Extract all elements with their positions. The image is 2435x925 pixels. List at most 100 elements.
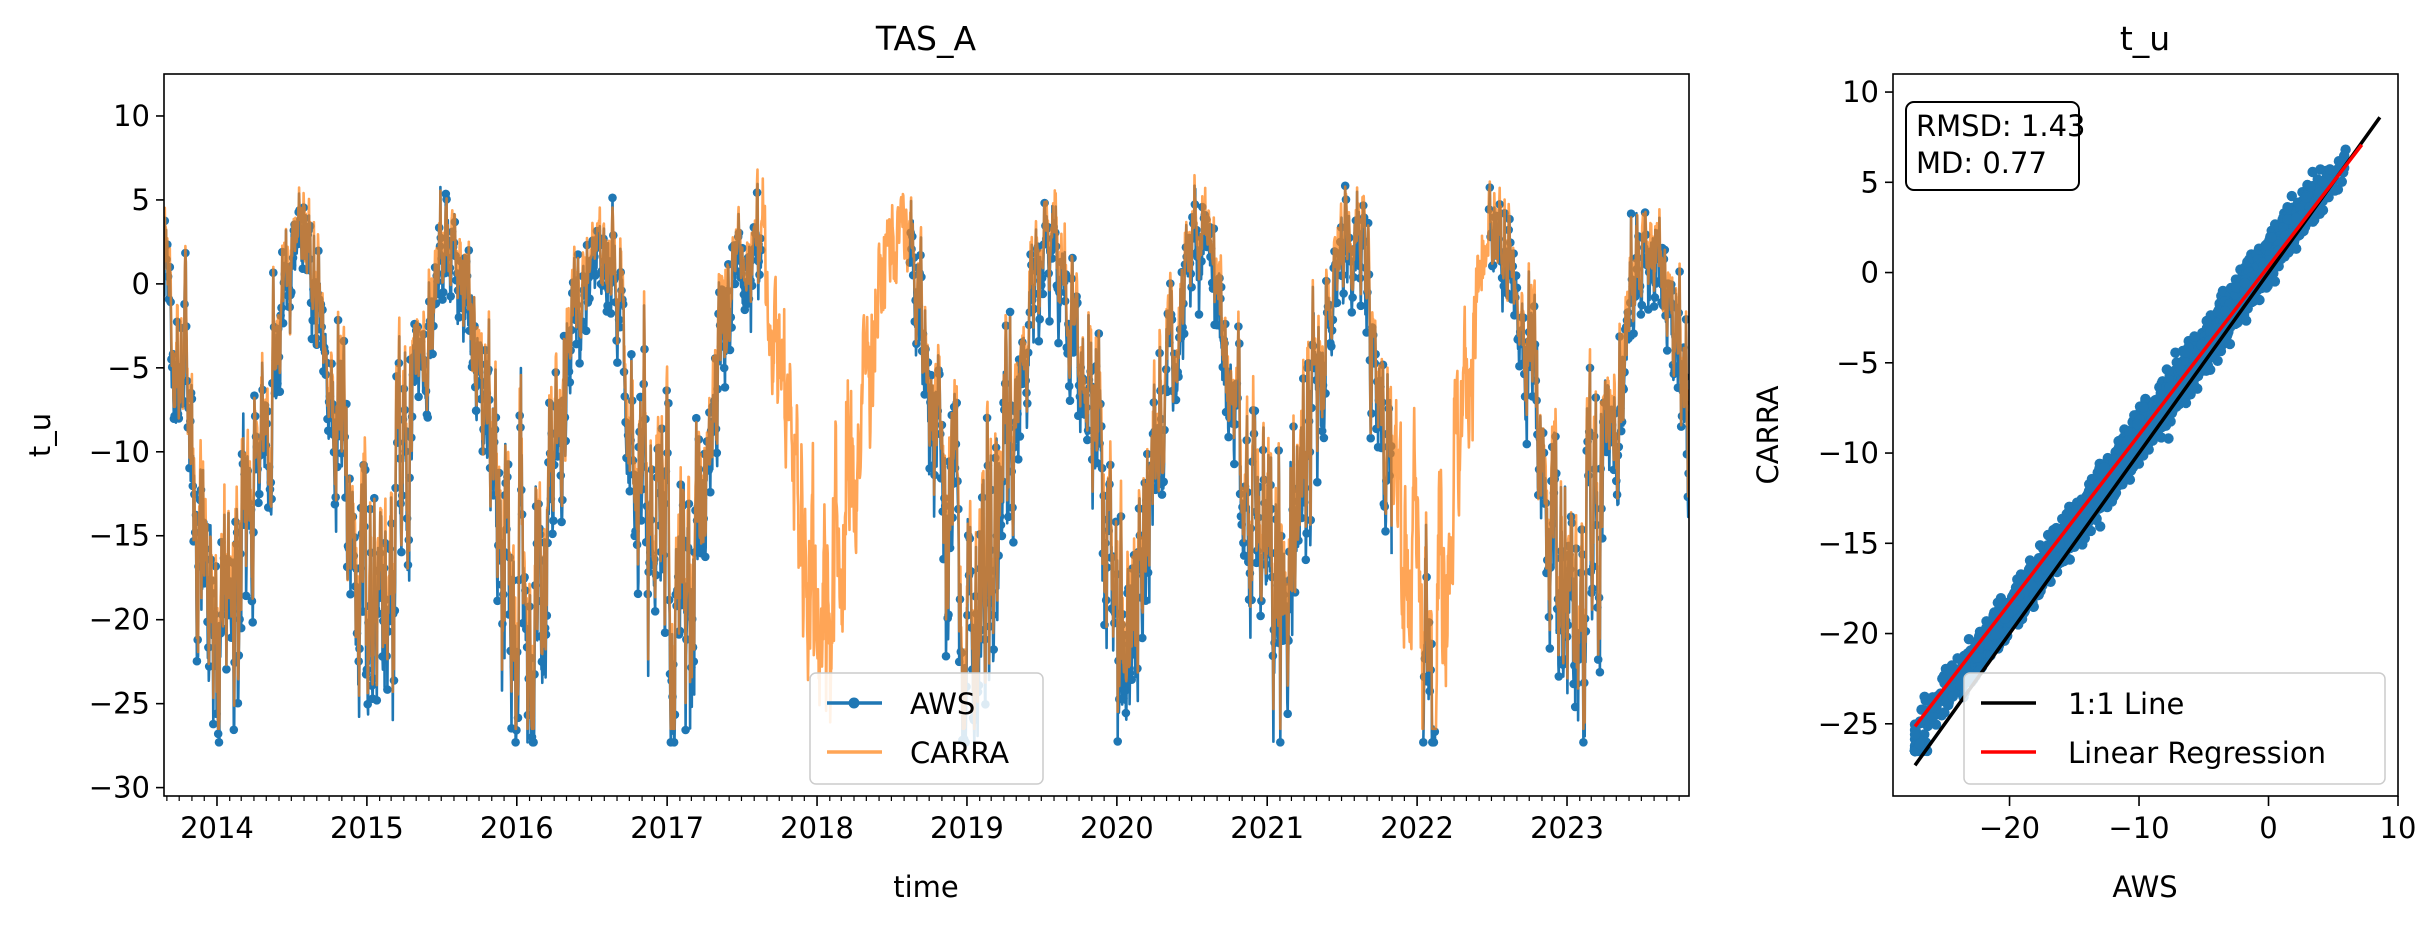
ts-y-tick-label: −5 (107, 351, 150, 385)
aws-point (439, 288, 448, 297)
aws-point (383, 685, 392, 694)
carra-series-line (164, 168, 1689, 731)
aws-point (1545, 644, 1555, 653)
scatter-legend: 1:1 Line Linear Regression (1963, 672, 2386, 785)
scatter-point (2220, 305, 2231, 317)
aws-point (719, 363, 729, 373)
scatter-point (1947, 691, 1959, 702)
aws-point (650, 607, 660, 616)
scatter-plot-area (1909, 116, 2382, 767)
aws-series-markers (164, 181, 1689, 747)
aws-point (1014, 455, 1023, 464)
aws-point (1065, 396, 1075, 406)
timeseries-legend: AWS CARRA (809, 672, 1044, 785)
ts-y-tick-label: 5 (132, 183, 150, 217)
ts-x-tick-label: 2022 (1380, 811, 1454, 845)
aws-point (1276, 738, 1285, 747)
aws-point (250, 391, 259, 401)
aws-point (512, 725, 521, 735)
aws-point (1595, 667, 1605, 677)
aws-point (1662, 346, 1672, 355)
aws-point (1054, 338, 1063, 348)
aws-point (1419, 738, 1428, 747)
scatter-point (2282, 202, 2293, 213)
sc-y-tick-label: 5 (1861, 165, 1879, 199)
ts-x-tick-label: 2017 (630, 811, 704, 845)
scatter-point (2305, 181, 2316, 192)
aws-point (372, 696, 382, 705)
ts-x-tick-label: 2021 (1230, 811, 1304, 845)
aws-point (273, 379, 282, 389)
ts-x-tick-label: 2016 (480, 811, 554, 845)
scatter-point (2239, 277, 2251, 289)
aws-point (625, 486, 635, 496)
scatter-point (2042, 529, 2054, 541)
aws-point (192, 656, 202, 666)
scatter-point (2262, 280, 2273, 291)
sc-y-tick-label: −10 (1818, 436, 1879, 470)
ts-x-tick-label: 2019 (930, 811, 1004, 845)
aws-point (1593, 655, 1603, 664)
stats-md: MD: 0.77 (1916, 146, 2047, 180)
aws-point (603, 301, 612, 311)
aws-point (1570, 702, 1580, 712)
ts-x-tick-label: 2018 (780, 811, 854, 845)
aws-point (712, 448, 722, 458)
scatter-point (2201, 315, 2212, 327)
aws-point (1015, 432, 1025, 441)
aws-point (1313, 477, 1322, 487)
ts-x-tick-label: 2015 (330, 811, 404, 845)
scatter-point (2132, 418, 2143, 430)
scatter-point (2189, 331, 2200, 342)
aws-point (660, 628, 670, 637)
scatter-point (1914, 738, 1925, 750)
aws-point (1554, 672, 1564, 681)
aws-point (1629, 329, 1638, 338)
aws-point (627, 350, 636, 359)
aws-point (633, 589, 643, 599)
aws-point (1127, 675, 1136, 684)
aws-point (581, 326, 591, 336)
aws-point (720, 383, 730, 392)
scatter-x-ticks: −20 −10 0 10 (1979, 796, 2416, 845)
scatter-point (1990, 629, 2002, 640)
legend-aws-marker (848, 697, 860, 709)
aws-point (1159, 477, 1168, 487)
aws-point (1121, 708, 1131, 718)
sc-x-tick-label: 0 (2259, 811, 2277, 845)
aws-point (254, 498, 263, 508)
aws-point (511, 738, 520, 747)
scatter-point (2317, 176, 2329, 188)
aws-point (229, 725, 239, 735)
aws-point (363, 699, 373, 709)
aws-point (1319, 433, 1329, 443)
scatter-point (2324, 164, 2336, 175)
ts-x-tick-label: 2023 (1530, 811, 1604, 845)
aws-point (1035, 314, 1044, 324)
stats-rmsd: RMSD: 1.43 (1916, 109, 2085, 143)
aws-point (493, 596, 502, 606)
aws-point (454, 313, 464, 322)
aws-point (1138, 633, 1147, 643)
aws-point (1283, 709, 1292, 719)
sc-y-tick-label: −15 (1818, 526, 1879, 560)
carra-line (164, 168, 1689, 731)
scatter-x-label: AWS (2112, 870, 2177, 904)
aws-point (1064, 381, 1074, 391)
aws-point (572, 339, 581, 349)
aws-point (1005, 307, 1015, 317)
aws-point (1120, 686, 1130, 695)
aws-point (1339, 289, 1348, 298)
legend-carra-label: CARRA (910, 736, 1009, 770)
aws-point (606, 309, 616, 318)
scatter-point (2241, 315, 2252, 326)
legend-regression-label: Linear Regression (2068, 736, 2326, 770)
scatter-points (1909, 144, 2351, 757)
aws-point (706, 487, 715, 497)
aws-point (1009, 538, 1018, 547)
scatter-point (1992, 597, 2004, 608)
aws-point (548, 529, 557, 539)
